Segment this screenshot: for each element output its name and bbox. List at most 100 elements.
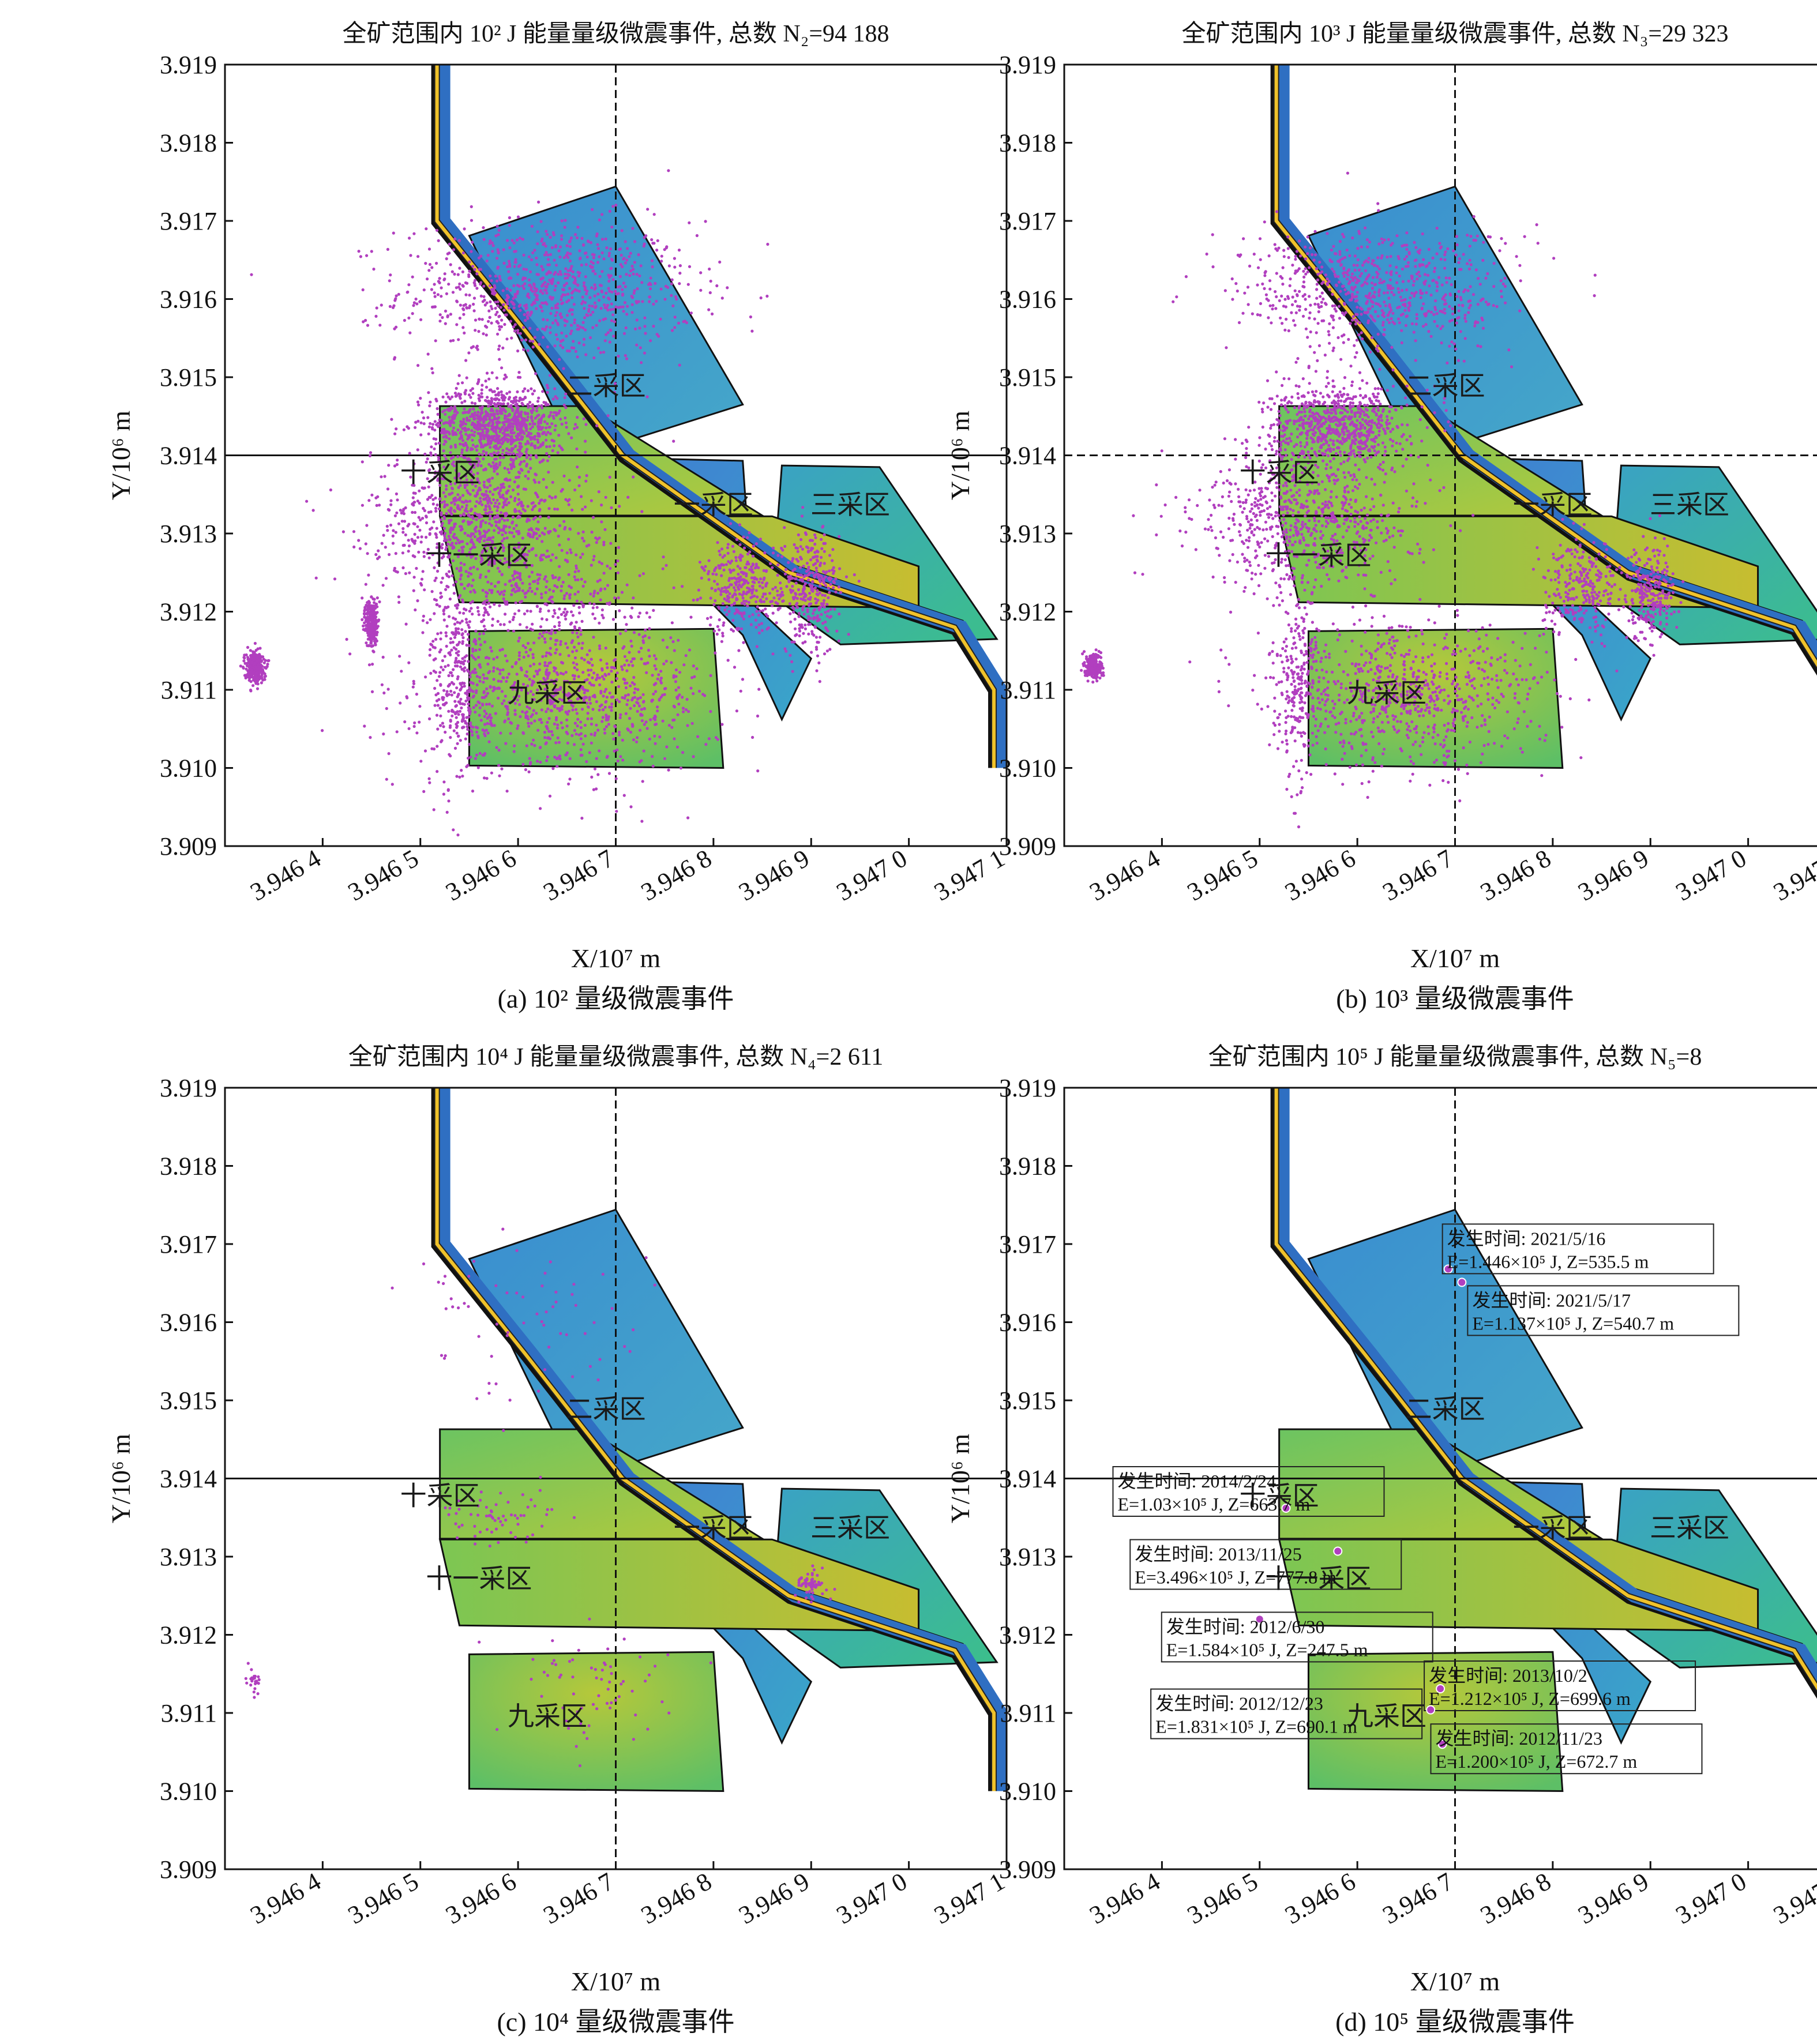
event-point xyxy=(500,442,504,446)
event-point xyxy=(510,449,513,453)
event-point xyxy=(528,757,531,760)
event-point xyxy=(545,325,549,329)
event-point xyxy=(462,411,466,414)
event-point xyxy=(554,495,557,499)
event-point xyxy=(491,244,495,247)
event-point xyxy=(455,323,459,326)
event-point xyxy=(723,608,727,612)
event-point xyxy=(476,610,480,613)
event-point xyxy=(730,583,733,587)
event-point xyxy=(581,708,584,711)
event-point xyxy=(752,544,755,548)
event-point xyxy=(443,503,447,506)
event-point xyxy=(576,465,579,469)
event-point xyxy=(459,665,463,668)
event-point xyxy=(547,717,551,720)
event-point xyxy=(708,291,712,295)
event-point xyxy=(640,647,643,650)
event-point xyxy=(520,600,524,603)
event-point xyxy=(497,434,501,438)
event-point xyxy=(584,328,587,332)
event-point xyxy=(630,606,634,610)
event-point xyxy=(478,423,482,426)
event-point xyxy=(593,589,596,593)
event-point xyxy=(738,592,741,596)
event-point xyxy=(538,509,541,512)
event-point xyxy=(549,414,552,417)
event-point xyxy=(675,696,679,699)
event-point xyxy=(545,726,549,729)
event-point xyxy=(560,613,564,616)
event-point xyxy=(652,608,655,612)
event-point xyxy=(569,267,573,270)
event-point xyxy=(554,690,557,693)
event-point xyxy=(547,609,550,613)
event-point xyxy=(464,630,467,633)
event-point xyxy=(508,700,512,704)
event-point xyxy=(566,560,569,563)
event-point xyxy=(553,508,557,511)
event-point xyxy=(493,562,496,565)
event-point xyxy=(621,758,625,762)
event-point xyxy=(452,828,455,832)
event-point xyxy=(465,504,468,508)
event-point xyxy=(518,450,521,454)
event-point xyxy=(710,587,714,590)
event-point xyxy=(380,475,383,479)
event-point xyxy=(490,288,494,291)
event-point xyxy=(794,634,797,637)
event-point xyxy=(745,579,748,583)
event-point xyxy=(457,653,460,657)
event-point xyxy=(459,561,463,565)
event-point xyxy=(585,292,588,296)
event-point xyxy=(432,669,436,673)
event-point xyxy=(473,416,476,420)
event-point xyxy=(458,317,462,320)
event-point xyxy=(746,604,749,608)
event-point xyxy=(461,540,464,543)
event-point xyxy=(605,713,608,717)
event-point xyxy=(487,715,490,719)
event-point xyxy=(461,775,464,778)
event-point xyxy=(550,679,553,682)
event-point xyxy=(483,723,487,726)
event-point xyxy=(729,570,733,574)
event-point xyxy=(516,493,520,496)
event-point xyxy=(580,817,584,820)
event-point xyxy=(450,693,453,697)
event-point xyxy=(516,576,519,579)
event-point xyxy=(564,276,567,280)
event-point xyxy=(498,489,502,493)
event-point xyxy=(433,472,437,475)
event-point xyxy=(662,555,665,559)
event-point xyxy=(713,580,716,583)
event-point xyxy=(445,292,449,295)
event-point xyxy=(467,696,470,700)
event-point xyxy=(535,493,539,497)
event-point xyxy=(478,632,482,636)
event-point xyxy=(411,496,415,499)
event-point xyxy=(706,617,709,620)
event-point xyxy=(739,585,743,589)
event-point xyxy=(451,395,454,399)
event-point xyxy=(625,273,628,276)
event-point xyxy=(811,571,814,574)
event-point xyxy=(363,609,366,613)
event-point xyxy=(538,610,542,613)
event-point xyxy=(455,724,459,728)
event-point xyxy=(828,616,832,619)
event-point xyxy=(458,621,462,625)
event-point xyxy=(521,284,524,288)
event-point xyxy=(493,426,497,430)
event-point xyxy=(480,318,484,321)
event-point xyxy=(475,753,479,757)
event-point xyxy=(452,455,455,459)
event-point xyxy=(715,632,719,636)
event-point xyxy=(428,262,432,266)
event-point xyxy=(534,416,537,420)
event-point xyxy=(813,551,817,554)
event-point xyxy=(467,457,470,460)
event-point xyxy=(547,455,551,459)
event-point xyxy=(579,325,582,329)
event-point xyxy=(448,538,452,541)
